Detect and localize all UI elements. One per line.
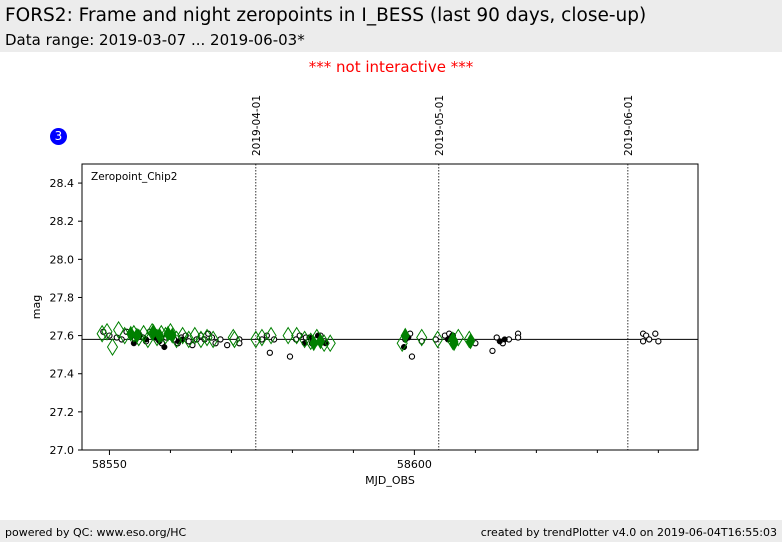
y-tick-label: 27.4 — [50, 368, 75, 381]
y-axis-label: mag — [30, 295, 43, 319]
data-point-open-diamond — [265, 326, 277, 345]
data-point-open-circle — [408, 353, 416, 360]
x-tick-label: 58600 — [397, 458, 432, 471]
data-point-open-diamond — [142, 330, 154, 349]
data-point-open-diamond — [106, 338, 119, 356]
panel-number-badge: 3 — [50, 128, 67, 145]
y-tick-label: 28.4 — [50, 177, 75, 190]
data-point-open-circle — [514, 334, 522, 341]
data-point-open-diamond — [291, 326, 303, 345]
data-point-open-circle — [266, 349, 273, 356]
y-tick-label: 27.6 — [50, 330, 75, 343]
data-point-open-diamond — [431, 330, 444, 349]
data-point-open-circle — [185, 338, 192, 345]
data-point-filled-diamond — [400, 327, 410, 344]
data-point-open-circle — [646, 336, 653, 343]
data-point-open-diamond — [463, 330, 475, 349]
data-point-open-diamond — [101, 322, 113, 341]
data-point-filled-diamond — [315, 333, 326, 350]
header: FORS2: Frame and night zeropoints in I_B… — [0, 0, 782, 52]
data-point-filled-diamond — [154, 327, 165, 344]
created-by-text: created by trendPlotter v4.0 on 2019-06-… — [480, 526, 777, 539]
y-tick-label: 27.2 — [50, 406, 75, 419]
x-axis-label: MJD_OBS — [365, 474, 415, 487]
data-point-filled-circle — [130, 340, 137, 347]
data-point-filled-diamond — [449, 335, 459, 352]
data-point-open-diamond — [138, 324, 150, 343]
data-point-filled-diamond — [465, 333, 476, 350]
data-point-open-diamond — [228, 330, 241, 349]
data-point-filled-diamond — [126, 325, 136, 342]
data-point-open-circle — [655, 338, 662, 345]
x-tick-label: 58550 — [92, 458, 127, 471]
y-tick-label: 27.8 — [50, 291, 75, 304]
data-point-open-diamond — [256, 328, 268, 347]
data-point-open-circle — [652, 330, 659, 337]
panel-label: Zeropoint_Chip2 — [91, 171, 177, 183]
data-point-open-diamond — [177, 326, 189, 345]
data-point-open-diamond — [452, 328, 464, 347]
data-point-open-diamond — [201, 328, 213, 347]
data-point-filled-circle — [501, 336, 508, 343]
page-title: FORS2: Frame and night zeropoints in I_B… — [5, 5, 647, 26]
y-tick-label: 28.2 — [50, 215, 75, 228]
data-point-open-diamond — [96, 324, 108, 343]
data-point-filled-circle — [161, 343, 168, 351]
date-marker-label: 2019-05-01 — [434, 95, 446, 156]
data-point-open-diamond — [113, 320, 125, 339]
data-point-open-diamond — [195, 330, 207, 349]
y-tick-label: 27.0 — [50, 444, 75, 457]
plot-area — [81, 163, 699, 451]
data-point-open-circle — [258, 336, 266, 343]
data-point-open-circle — [224, 341, 231, 349]
data-point-open-circle — [286, 353, 294, 360]
data-point-open-diamond — [207, 330, 219, 349]
data-point-filled-diamond — [167, 327, 177, 344]
not-interactive-notice: *** not interactive *** — [308, 58, 474, 76]
date-marker-label: 2019-04-01 — [251, 95, 263, 156]
data-point-open-diamond — [282, 326, 294, 345]
data-point-open-diamond — [416, 328, 428, 347]
data-point-open-circle — [639, 338, 647, 345]
y-tick-label: 28.0 — [50, 253, 75, 266]
powered-by-text: powered by QC: www.eso.org/HC — [5, 526, 187, 539]
data-point-open-diamond — [183, 330, 195, 349]
data-range: Data range: 2019-03-07 ... 2019-06-03* — [5, 31, 305, 49]
data-point-open-diamond — [250, 330, 262, 349]
data-point-open-diamond — [324, 334, 336, 353]
data-point-open-diamond — [299, 330, 311, 349]
data-point-filled-diamond — [132, 327, 142, 344]
data-point-open-diamond — [189, 326, 201, 345]
data-point-open-circle — [493, 334, 500, 341]
date-marker-label: 2019-06-01 — [623, 95, 635, 156]
zeropoint-chart: 27.0 27.2 27.4 27.6 27.8 28.0 28.2 28.4 58550 586… — [30, 95, 699, 487]
data-point-open-circle — [489, 347, 496, 355]
footer: powered by QC: www.eso.org/HC created by… — [0, 520, 782, 542]
